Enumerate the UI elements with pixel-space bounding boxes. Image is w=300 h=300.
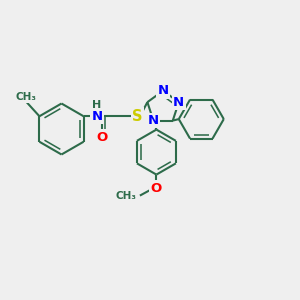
Text: CH₃: CH₃ — [15, 92, 36, 102]
Text: N: N — [173, 96, 184, 109]
Text: CH₃: CH₃ — [116, 190, 137, 201]
Text: N: N — [148, 114, 159, 127]
Text: S: S — [132, 109, 143, 124]
Text: N: N — [148, 114, 159, 127]
Text: O: O — [96, 131, 107, 144]
Text: H: H — [92, 100, 102, 110]
Text: O: O — [151, 182, 162, 195]
Text: N: N — [158, 84, 169, 97]
Text: N: N — [92, 110, 103, 123]
